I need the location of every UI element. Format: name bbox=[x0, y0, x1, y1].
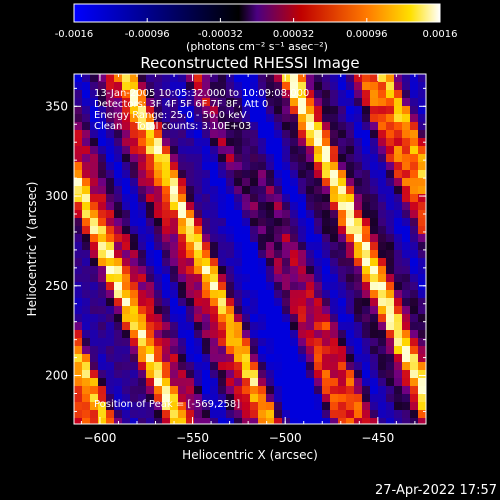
colorbar-tick-label: 0.0016 bbox=[423, 29, 458, 40]
annotation-time-range: 13-Jan-2005 10:05:32.000 to 10:09:08.000 bbox=[94, 88, 309, 99]
colorbar-ticks bbox=[73, 18, 441, 22]
annotation-energy-range: Energy Range: 25.0 - 50.0 keV bbox=[94, 110, 247, 121]
plot-frame bbox=[73, 73, 427, 425]
x-tick-label: −600 bbox=[83, 431, 116, 445]
y-axis-label: Heliocentric Y (arcsec) bbox=[25, 182, 39, 317]
x-tick-label: −550 bbox=[176, 431, 209, 445]
x-tick-label: −500 bbox=[269, 431, 302, 445]
annotation-detectors: Detectors: 3F 4F 5F 6F 7F 8F, Att 0 bbox=[94, 99, 268, 110]
heatmap-image bbox=[74, 74, 426, 424]
x-tick-label: −450 bbox=[361, 431, 394, 445]
colorbar-tick-label: -0.00096 bbox=[125, 29, 170, 40]
y-tick-label: 250 bbox=[45, 279, 68, 293]
y-tick-label: 200 bbox=[45, 369, 68, 383]
annotation-peak-position: Position of Peak = [-569,258] bbox=[94, 399, 240, 410]
y-tick-label: 300 bbox=[45, 189, 68, 203]
colorbar-tick-label: 0.00096 bbox=[346, 29, 387, 40]
annotation-clean-counts: Clean Total counts: 3.10E+03 bbox=[94, 121, 251, 132]
footer-timestamp: 27-Apr-2022 17:57 bbox=[375, 483, 497, 498]
colorbar-tick-label: 0.00032 bbox=[273, 29, 314, 40]
colorbar-unit-label: (photons cm⁻² s⁻¹ asec⁻²) bbox=[186, 40, 328, 53]
colorbar bbox=[73, 3, 441, 23]
y-tick-label: 350 bbox=[45, 99, 68, 113]
colorbar-tick-label: -0.00032 bbox=[198, 29, 243, 40]
x-axis-label: Heliocentric X (arcsec) bbox=[182, 448, 318, 462]
chart-title: Reconstructed RHESSI Image bbox=[140, 54, 359, 72]
colorbar-tick-label: -0.0016 bbox=[55, 29, 94, 40]
